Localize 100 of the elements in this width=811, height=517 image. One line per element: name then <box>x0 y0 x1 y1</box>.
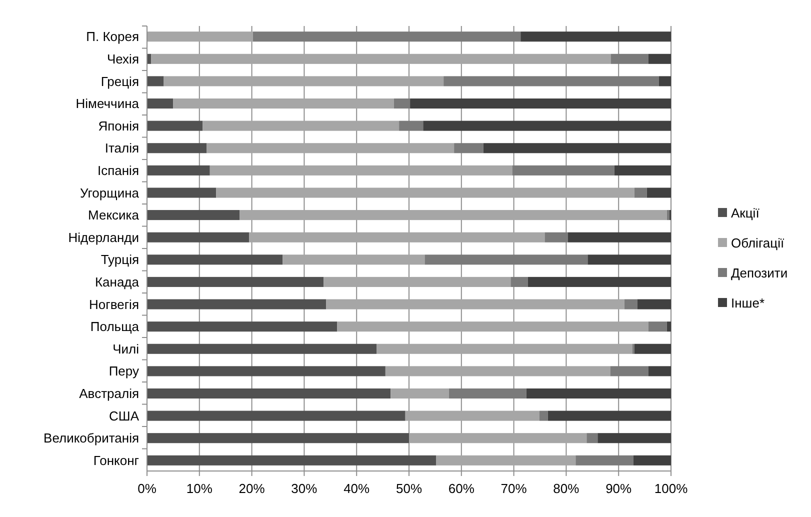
x-tick-label: 20% <box>238 481 266 496</box>
bar <box>147 120 203 131</box>
bar <box>648 54 671 64</box>
bar <box>147 188 216 198</box>
bar <box>666 210 670 220</box>
bar <box>510 276 528 287</box>
y-tick-label: Японія <box>98 118 139 134</box>
bar <box>240 210 667 220</box>
y-tick-label: Чехія <box>106 51 139 66</box>
x-tick-label: 60% <box>448 481 475 496</box>
bar <box>526 388 671 399</box>
x-tick-label: 40% <box>344 481 370 496</box>
bar <box>658 76 671 86</box>
bar <box>409 433 587 444</box>
y-tick-label: П. Корея <box>86 29 139 44</box>
bar <box>634 344 671 354</box>
bar <box>147 299 326 310</box>
bar <box>147 232 250 242</box>
legend-label: Облігації <box>731 236 784 251</box>
bar <box>633 455 671 466</box>
y-tick-label: Нідерланди <box>68 230 139 245</box>
y-tick-label: Канада <box>94 274 140 290</box>
bar <box>151 54 611 64</box>
x-tick-label: 100% <box>654 481 688 496</box>
bar <box>147 32 253 42</box>
y-tick-label: Австралія <box>79 386 139 402</box>
bar <box>394 98 410 109</box>
bar <box>648 322 667 332</box>
bar <box>147 410 406 421</box>
bar <box>528 276 671 287</box>
bar <box>610 54 648 64</box>
y-tick-label: Іспанія <box>98 162 139 178</box>
bar <box>539 410 548 421</box>
bar <box>210 165 512 176</box>
bar <box>147 165 210 176</box>
bar <box>648 366 671 376</box>
bar <box>666 322 671 332</box>
bar <box>282 254 425 265</box>
bar <box>147 433 409 444</box>
bar <box>249 232 545 242</box>
bar <box>326 299 624 310</box>
legend-label: Акції <box>731 206 760 221</box>
bar <box>399 120 424 131</box>
x-tick-label: 50% <box>396 481 422 496</box>
y-tick-label: Великобританія <box>44 430 139 446</box>
bar <box>586 433 598 444</box>
bar <box>568 232 671 242</box>
bar <box>324 276 511 287</box>
bar <box>512 165 614 176</box>
bar <box>147 455 436 466</box>
bar <box>548 410 671 421</box>
y-tick-label: Мексика <box>88 208 140 223</box>
bar <box>216 188 634 198</box>
bar <box>385 366 610 376</box>
bar <box>405 410 540 421</box>
y-tick-label: Італія <box>104 140 139 156</box>
bar <box>164 76 444 86</box>
bar <box>424 254 588 265</box>
x-tick-label: 10% <box>186 481 213 496</box>
bar <box>520 32 671 42</box>
bar <box>337 322 648 332</box>
bar <box>147 388 391 399</box>
y-tick-label: Греція <box>100 74 139 89</box>
bar <box>454 143 484 154</box>
bar <box>410 98 671 109</box>
bar <box>376 344 632 354</box>
bar <box>588 254 671 265</box>
x-tick-label: 30% <box>291 481 318 496</box>
bar <box>147 344 377 354</box>
y-tick-label: США <box>109 408 140 424</box>
y-tick-label: Гонконг <box>93 452 140 468</box>
x-tick-label: 80% <box>553 481 580 496</box>
y-tick-label: Ногвегія <box>88 296 139 312</box>
bar <box>147 322 338 332</box>
y-tick-label: Перу <box>108 364 140 379</box>
bar <box>646 188 671 198</box>
bar <box>448 388 526 399</box>
bar <box>206 143 454 154</box>
x-tick-label: 0% <box>138 481 157 496</box>
bar <box>598 433 671 444</box>
bar <box>202 120 400 131</box>
bar <box>147 210 240 220</box>
bar <box>147 276 324 287</box>
bar <box>390 388 449 399</box>
bar <box>147 76 164 86</box>
bar <box>634 188 647 198</box>
bar <box>147 366 386 376</box>
bar <box>147 254 283 265</box>
bar <box>147 143 207 154</box>
bar <box>614 165 671 176</box>
bar <box>576 455 634 466</box>
legend-label: Інше* <box>731 296 765 311</box>
bar <box>436 455 576 466</box>
legend-label: Депозити <box>731 266 788 281</box>
bar <box>637 299 671 310</box>
bar <box>544 232 568 242</box>
bar <box>423 120 671 131</box>
bar <box>624 299 638 310</box>
bar <box>483 143 671 154</box>
bar <box>147 98 174 109</box>
